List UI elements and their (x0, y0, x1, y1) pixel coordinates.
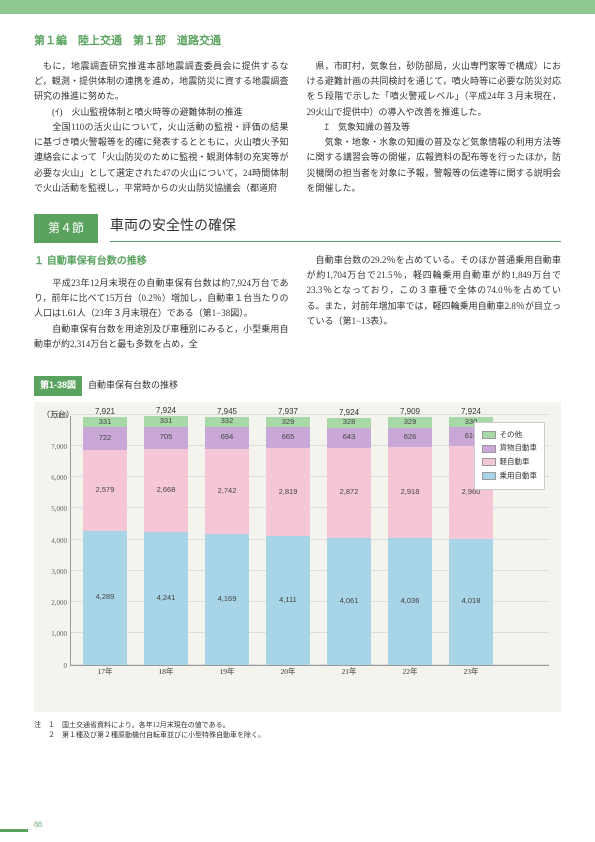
page-number: 88 (34, 818, 42, 832)
col-right-2: 自動車台数の29.2％を占めている。そのほか普通乗用自動車が約1,704万台で2… (307, 253, 562, 352)
section-heading: 第４節 車両の安全性の確保 (34, 214, 561, 242)
page-accent (0, 829, 28, 832)
section-number: 第４節 (34, 214, 98, 242)
paragraph: 平成23年12月末現在の自動車保有台数は約7,924万台であり，前年に比べて15… (34, 276, 289, 322)
chart-title: 自動車保有台数の推移 (88, 378, 178, 393)
top-accent-bar (0, 0, 595, 14)
bar: 7,9243317052,6684,24118年 (144, 416, 188, 664)
body-row-2: １ 自動車保有台数の推移 平成23年12月末現在の自動車保有台数は約7,924万… (0, 253, 595, 352)
chart-caption: 第1-38図 自動車保有台数の推移 (34, 376, 561, 395)
bar: 7,9453326942,7424,16919年 (205, 417, 249, 665)
chart-notes: 注 １ 国土交通省資料により。各年12月末現在の値である。 ２ 第１種及び第２種… (34, 720, 561, 741)
paragraph: 県，市町村，気象台，砂防部局，火山専門家等で構成）における避難計画の共同検討を通… (307, 59, 562, 120)
paragraph: 自動車台数の29.2％を占めている。そのほか普通乗用自動車が約1,704万台で2… (307, 253, 562, 329)
bar: 7,9243286432,8724,06121年 (327, 418, 371, 665)
bar: 7,9213317222,5794,28917年 (83, 417, 127, 665)
page-header: 第１編 陸上交通 第１部 道路交通 (34, 32, 595, 51)
note-1: 注 １ 国土交通省資料により。各年12月末現在の値である。 (34, 720, 561, 731)
col-left: もに，地震調査研究推進本部地震調査委員会に提供するなど，観測・提供体制の連携を進… (34, 59, 289, 197)
paragraph: 自動車保有台数を用途別及び車種別にみると，小型乗用自動車が約2,314万台と最も… (34, 322, 289, 353)
chart-legend: その他貨物自動車軽自動車乗用自動車 (474, 422, 546, 490)
bar: 7,9373296652,8194,11120年 (266, 417, 310, 665)
paragraph: ｴ 気象知識の普及等 (307, 120, 562, 135)
col-right: 県，市町村，気象台，砂防部局，火山専門家等で構成）における避難計画の共同検討を通… (307, 59, 562, 197)
chart-container: 第1-38図 自動車保有台数の推移 （万台） 01,0002,0003,0004… (34, 376, 561, 711)
paragraph: 全国110の活火山について，火山活動の監視・評価の結果に基づき噴火警報等を的確に… (34, 120, 289, 196)
bar: 7,9093296262,9184,03622年 (388, 417, 432, 664)
chart-number: 第1-38図 (34, 376, 82, 395)
section-title: 車両の安全性の確保 (110, 215, 561, 242)
paragraph: 気象・地象・水象の知識の普及など気象情報の利用方法等に関する講習会等の開催，広報… (307, 135, 562, 196)
subsection-head: １ 自動車保有台数の推移 (34, 253, 289, 270)
body-row-1: もに，地震調査研究推進本部地震調査委員会に提供するなど，観測・提供体制の連携を進… (0, 59, 595, 197)
chart-plot: （万台） 01,0002,0003,0004,0005,0006,0007,00… (34, 402, 561, 712)
paragraph: (ｲ) 火山監視体制と噴火時等の避難体制の推進 (34, 105, 289, 120)
note-2: ２ 第１種及び第２種原動機付自転車並びに小型特殊自動車を除く。 (34, 730, 561, 741)
col-left-2: １ 自動車保有台数の推移 平成23年12月末現在の自動車保有台数は約7,924万… (34, 253, 289, 352)
paragraph: もに，地震調査研究推進本部地震調査委員会に提供するなど，観測・提供体制の連携を進… (34, 59, 289, 105)
